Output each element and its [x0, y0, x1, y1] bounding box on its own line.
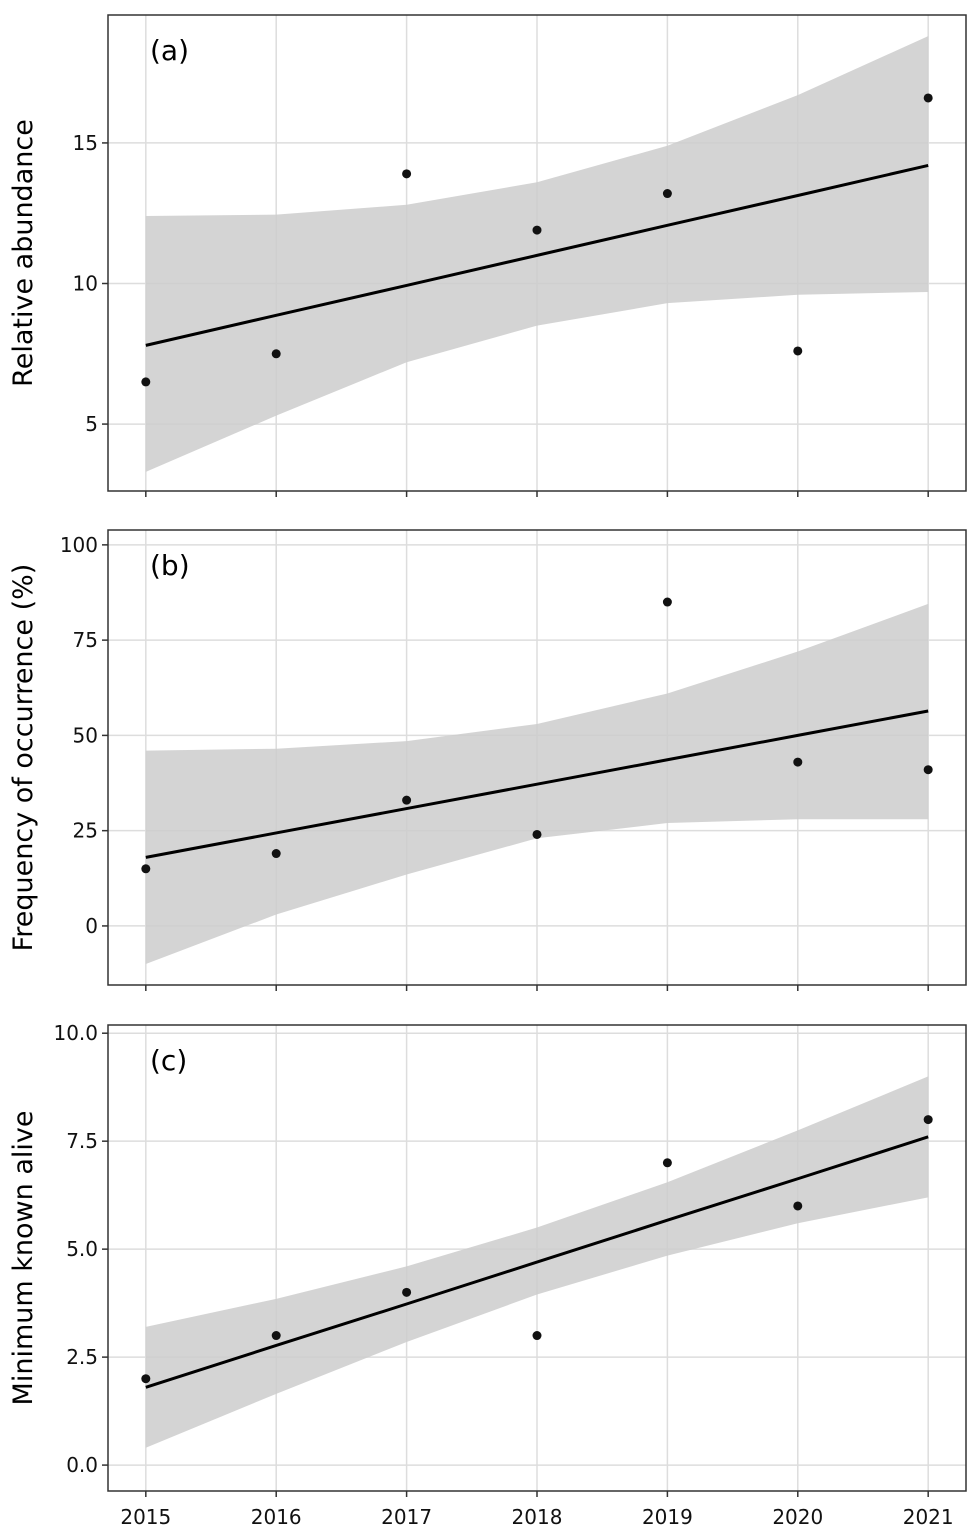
data-point: [532, 829, 542, 839]
y-tick-label: 5: [85, 412, 98, 436]
panel-label: (b): [150, 549, 190, 582]
y-axis-label: Relative abundance: [8, 119, 39, 387]
x-tick-label: 2017: [381, 1505, 432, 1529]
x-tick-label: 2021: [903, 1505, 954, 1529]
data-point: [532, 1331, 542, 1341]
y-tick-label: 25: [73, 819, 98, 843]
y-axis-label: Minimum known alive: [8, 1111, 39, 1406]
y-tick-label: 10: [73, 272, 98, 296]
x-tick-label: 2018: [512, 1505, 563, 1529]
y-tick-label: 5.0: [66, 1237, 98, 1261]
y-tick-label: 2.5: [66, 1345, 98, 1369]
y-tick-label: 15: [73, 131, 98, 155]
y-tick-label: 50: [73, 723, 98, 747]
data-point: [662, 597, 672, 607]
data-point: [793, 757, 803, 767]
y-tick-label: 10.0: [53, 1021, 98, 1045]
panel-b: 0 25 50 75 100 (b) Frequency of occurrence (%): [8, 529, 967, 991]
data-point: [141, 377, 151, 387]
data-point: [532, 225, 542, 235]
regression-line: [145, 163, 929, 347]
x-tick-label: 2019: [642, 1505, 693, 1529]
data-point: [402, 795, 412, 805]
y-tick-label: 75: [73, 628, 98, 652]
data-point: [662, 189, 672, 199]
panel-frame: [107, 529, 967, 986]
regression-line: [145, 1135, 929, 1389]
data-point: [141, 1374, 151, 1384]
data-point: [402, 1287, 412, 1297]
panel-frame: [107, 1024, 967, 1492]
data-point: [923, 765, 933, 775]
y-tick-label: 7.5: [66, 1129, 98, 1153]
panel-a: 5 10 15 (a) Relative abundance: [8, 14, 967, 497]
panel-c: 0.0 2.5 5.0 7.5 10.0 (c) Minimum known alive 20…: [8, 1021, 967, 1529]
y-tick-label: 100: [60, 533, 98, 557]
x-tick-label: 2020: [772, 1505, 823, 1529]
data-point: [923, 93, 933, 103]
x-tick-label: 2016: [251, 1505, 302, 1529]
data-point: [141, 864, 151, 874]
panel-label: (a): [150, 34, 189, 67]
data-point: [793, 1201, 803, 1211]
data-point: [271, 849, 281, 859]
data-point: [271, 1331, 281, 1341]
data-point: [271, 349, 281, 359]
x-tick-label: 2015: [120, 1505, 171, 1529]
panel-label: (c): [150, 1044, 187, 1077]
data-point: [402, 169, 412, 179]
y-tick-label: 0.0: [66, 1453, 98, 1477]
regression-line: [145, 709, 929, 859]
data-point: [923, 1115, 933, 1125]
data-point: [793, 346, 803, 356]
data-point: [662, 1158, 672, 1168]
panel-frame: [107, 14, 967, 492]
y-tick-label: 0: [85, 914, 98, 938]
y-axis-label: Frequency of occurrence (%): [8, 564, 39, 952]
